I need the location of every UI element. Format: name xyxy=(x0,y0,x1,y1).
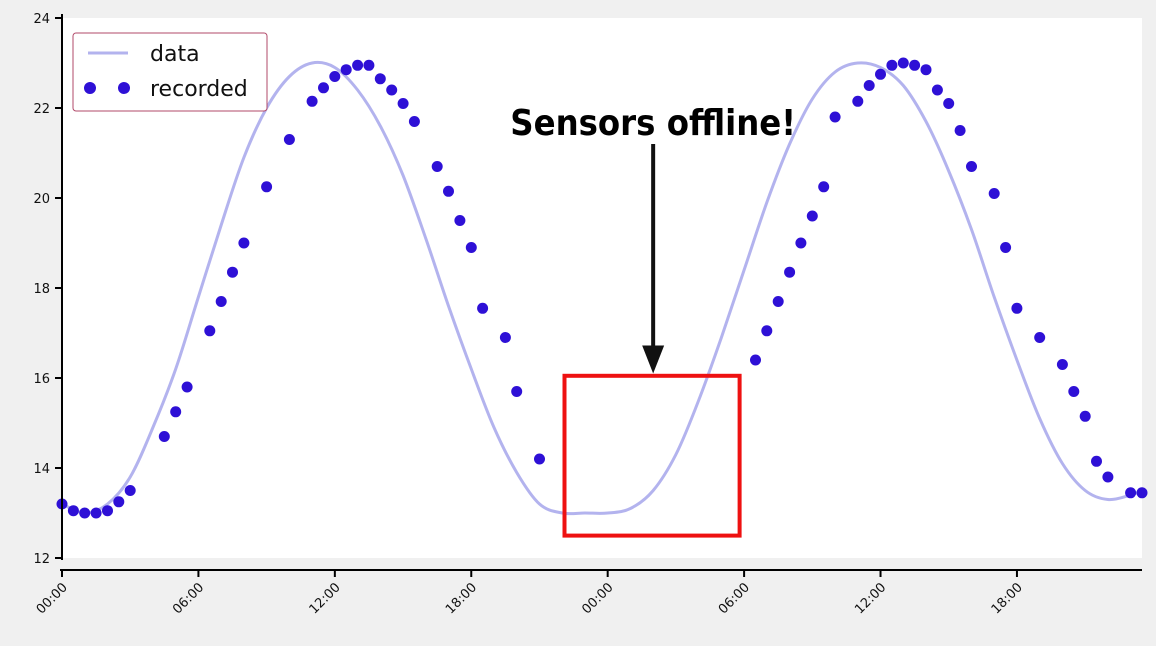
recorded-point xyxy=(102,505,113,517)
recorded-point xyxy=(283,134,295,145)
offline-region-box xyxy=(562,373,742,538)
recorded-point xyxy=(954,125,966,136)
y-tick-label: 16 xyxy=(33,372,50,387)
recorded-point xyxy=(158,431,170,442)
recorded-point xyxy=(966,161,977,172)
y-tick-label: 12 xyxy=(33,552,50,567)
recorded-point xyxy=(943,98,955,109)
recorded-point xyxy=(1102,471,1114,483)
recorded-point xyxy=(988,188,1000,199)
recorded-point xyxy=(329,71,341,82)
recorded-point xyxy=(204,325,216,337)
recorded-point xyxy=(1000,242,1012,253)
x-tick-label: 18:00 xyxy=(443,580,480,617)
x-tick-label: 06:00 xyxy=(170,580,207,617)
recorded-point xyxy=(363,59,375,71)
y-tick-label: 14 xyxy=(33,462,50,477)
recorded-point xyxy=(761,325,773,337)
legend-label-data: data xyxy=(150,42,200,67)
recorded-point xyxy=(124,485,136,496)
annotation-sensors-offline: Sensors offline! xyxy=(510,103,796,144)
y-tick-label: 20 xyxy=(33,192,50,207)
legend: data recorded xyxy=(72,32,268,112)
recorded-point xyxy=(1056,359,1068,370)
x-tick-label: 12:00 xyxy=(852,580,889,617)
recorded-point xyxy=(750,354,761,366)
recorded-point xyxy=(386,84,398,96)
recorded-point xyxy=(863,80,875,91)
recorded-point xyxy=(829,111,841,123)
recorded-point xyxy=(90,507,102,519)
recorded-point xyxy=(477,302,489,314)
x-tick-label: 18:00 xyxy=(989,580,1026,617)
series-line-data xyxy=(61,60,1143,516)
recorded-point xyxy=(534,453,545,465)
x-tick-label: 00:00 xyxy=(34,580,71,617)
recorded-point xyxy=(261,181,273,193)
recorded-point xyxy=(306,95,318,107)
recorded-point xyxy=(897,57,909,69)
recorded-point xyxy=(852,95,864,107)
recorded-point xyxy=(352,59,364,71)
recorded-point xyxy=(397,98,409,109)
x-tick-label: 00:00 xyxy=(579,580,616,617)
y-tick-label: 22 xyxy=(33,102,50,117)
recorded-point xyxy=(1091,455,1102,467)
recorded-point xyxy=(431,161,443,172)
recorded-point xyxy=(886,59,898,71)
recorded-point xyxy=(1079,410,1091,422)
recorded-point xyxy=(511,386,523,397)
recorded-point xyxy=(454,215,466,226)
recorded-point xyxy=(1125,487,1137,499)
recorded-point xyxy=(818,181,830,193)
recorded-point xyxy=(1034,332,1046,343)
annotation-layer: Sensors offline! xyxy=(510,103,796,538)
recorded-points-layer xyxy=(56,57,1148,519)
recorded-point xyxy=(408,116,420,127)
recorded-point xyxy=(806,210,818,222)
x-tick-label: 12:00 xyxy=(307,580,344,617)
data-line-layer xyxy=(61,60,1143,516)
recorded-point xyxy=(875,68,886,80)
recorded-point xyxy=(465,242,477,253)
recorded-point xyxy=(784,266,796,278)
legend-swatch-recorded xyxy=(84,82,96,94)
recorded-point xyxy=(1068,386,1080,397)
recorded-point xyxy=(227,266,238,278)
recorded-point xyxy=(374,73,386,85)
recorded-point xyxy=(340,64,352,76)
recorded-point xyxy=(1011,302,1023,314)
recorded-point xyxy=(318,82,329,94)
y-tick-label: 24 xyxy=(33,12,50,27)
recorded-point xyxy=(181,381,193,393)
recorded-point xyxy=(772,296,784,307)
recorded-point xyxy=(79,507,91,519)
recorded-point xyxy=(215,296,227,307)
recorded-point xyxy=(113,496,125,508)
legend-label-recorded: recorded xyxy=(150,77,248,102)
recorded-point xyxy=(67,505,79,517)
recorded-point xyxy=(1136,487,1148,499)
recorded-point xyxy=(170,406,182,418)
arrow-head xyxy=(642,345,665,374)
recorded-point xyxy=(499,332,511,343)
recorded-point xyxy=(795,237,807,249)
x-tick-label: 06:00 xyxy=(716,580,753,617)
y-tick-label: 18 xyxy=(33,282,50,297)
legend-swatch-recorded xyxy=(118,82,130,94)
recorded-point xyxy=(443,185,454,197)
recorded-point xyxy=(238,237,250,249)
recorded-point xyxy=(931,84,943,96)
recorded-point xyxy=(920,64,932,76)
recorded-point xyxy=(909,59,921,71)
